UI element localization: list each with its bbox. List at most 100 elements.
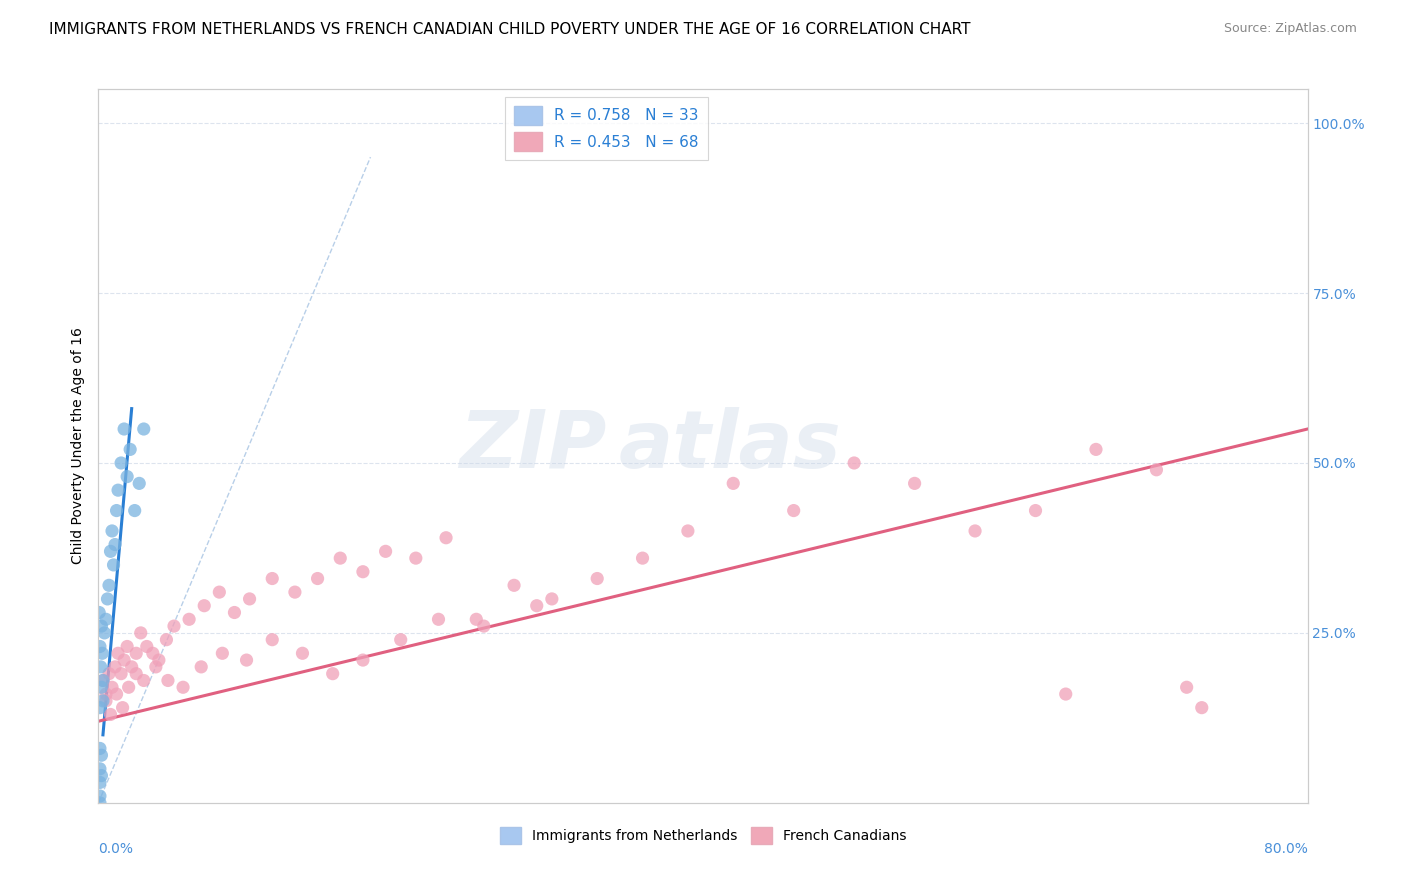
Point — [112, 653, 135, 667]
Point — [322, 666, 344, 681]
Point — [128, 476, 150, 491]
Point — [90, 769, 112, 783]
Point — [235, 653, 257, 667]
Point — [135, 640, 157, 654]
Point — [89, 741, 111, 756]
Point — [148, 653, 170, 667]
Point — [94, 612, 117, 626]
Point — [142, 646, 165, 660]
Point — [94, 694, 117, 708]
Point — [125, 646, 148, 660]
Point — [89, 762, 111, 776]
Point — [145, 660, 167, 674]
Point — [101, 680, 124, 694]
Point — [90, 748, 112, 763]
Point — [91, 673, 114, 688]
Point — [90, 680, 112, 694]
Point — [631, 551, 654, 566]
Point — [111, 700, 134, 714]
Point — [262, 572, 284, 586]
Point — [89, 775, 111, 789]
Point — [89, 796, 111, 810]
Point — [132, 422, 155, 436]
Point — [465, 612, 488, 626]
Text: ZIP: ZIP — [458, 407, 606, 485]
Point — [783, 503, 806, 517]
Point — [503, 578, 526, 592]
Point — [89, 640, 111, 654]
Point — [526, 599, 548, 613]
Point — [540, 591, 562, 606]
Point — [115, 469, 138, 483]
Point — [224, 606, 246, 620]
Point — [172, 680, 194, 694]
Point — [125, 666, 148, 681]
Point — [96, 591, 118, 606]
Point — [90, 660, 112, 674]
Point — [904, 476, 927, 491]
Point — [100, 707, 122, 722]
Point — [91, 673, 114, 688]
Point — [965, 524, 987, 538]
Point — [389, 632, 412, 647]
Point — [101, 524, 124, 538]
Point — [110, 666, 132, 681]
Point — [723, 476, 745, 491]
Point — [676, 524, 699, 538]
Point — [132, 673, 155, 688]
Point — [104, 660, 127, 674]
Point — [120, 442, 142, 457]
Point — [208, 585, 231, 599]
Point — [352, 653, 374, 667]
Y-axis label: Child Poverty Under the Age of 16: Child Poverty Under the Age of 16 — [70, 327, 84, 565]
Point — [1085, 442, 1108, 457]
Point — [179, 612, 201, 626]
Point — [93, 626, 115, 640]
Point — [211, 646, 233, 660]
Point — [190, 660, 212, 674]
Point — [374, 544, 396, 558]
Point — [1175, 680, 1198, 694]
Point — [103, 558, 125, 572]
Point — [115, 640, 138, 654]
Point — [105, 687, 128, 701]
Point — [94, 687, 117, 701]
Point — [107, 483, 129, 498]
Point — [1024, 503, 1046, 517]
Point — [98, 578, 121, 592]
Point — [124, 503, 146, 517]
Point — [193, 599, 215, 613]
Point — [110, 456, 132, 470]
Point — [89, 789, 111, 803]
Point — [129, 626, 152, 640]
Point — [98, 666, 121, 681]
Point — [1054, 687, 1077, 701]
Point — [91, 646, 114, 660]
Point — [1191, 700, 1213, 714]
Point — [307, 572, 329, 586]
Point — [118, 680, 141, 694]
Text: Source: ZipAtlas.com: Source: ZipAtlas.com — [1223, 22, 1357, 36]
Point — [112, 422, 135, 436]
Point — [427, 612, 450, 626]
Point — [104, 537, 127, 551]
Point — [352, 565, 374, 579]
Point — [586, 572, 609, 586]
Point — [472, 619, 495, 633]
Point — [156, 673, 179, 688]
Text: IMMIGRANTS FROM NETHERLANDS VS FRENCH CANADIAN CHILD POVERTY UNDER THE AGE OF 16: IMMIGRANTS FROM NETHERLANDS VS FRENCH CA… — [49, 22, 970, 37]
Point — [89, 700, 111, 714]
Point — [91, 694, 114, 708]
Point — [844, 456, 866, 470]
Point — [100, 544, 122, 558]
Point — [90, 619, 112, 633]
Point — [155, 632, 177, 647]
Point — [1144, 463, 1167, 477]
Legend: Immigrants from Netherlands, French Canadians: Immigrants from Netherlands, French Cana… — [494, 822, 912, 849]
Point — [434, 531, 457, 545]
Point — [105, 503, 128, 517]
Point — [121, 660, 143, 674]
Point — [239, 591, 262, 606]
Point — [284, 585, 307, 599]
Point — [89, 606, 111, 620]
